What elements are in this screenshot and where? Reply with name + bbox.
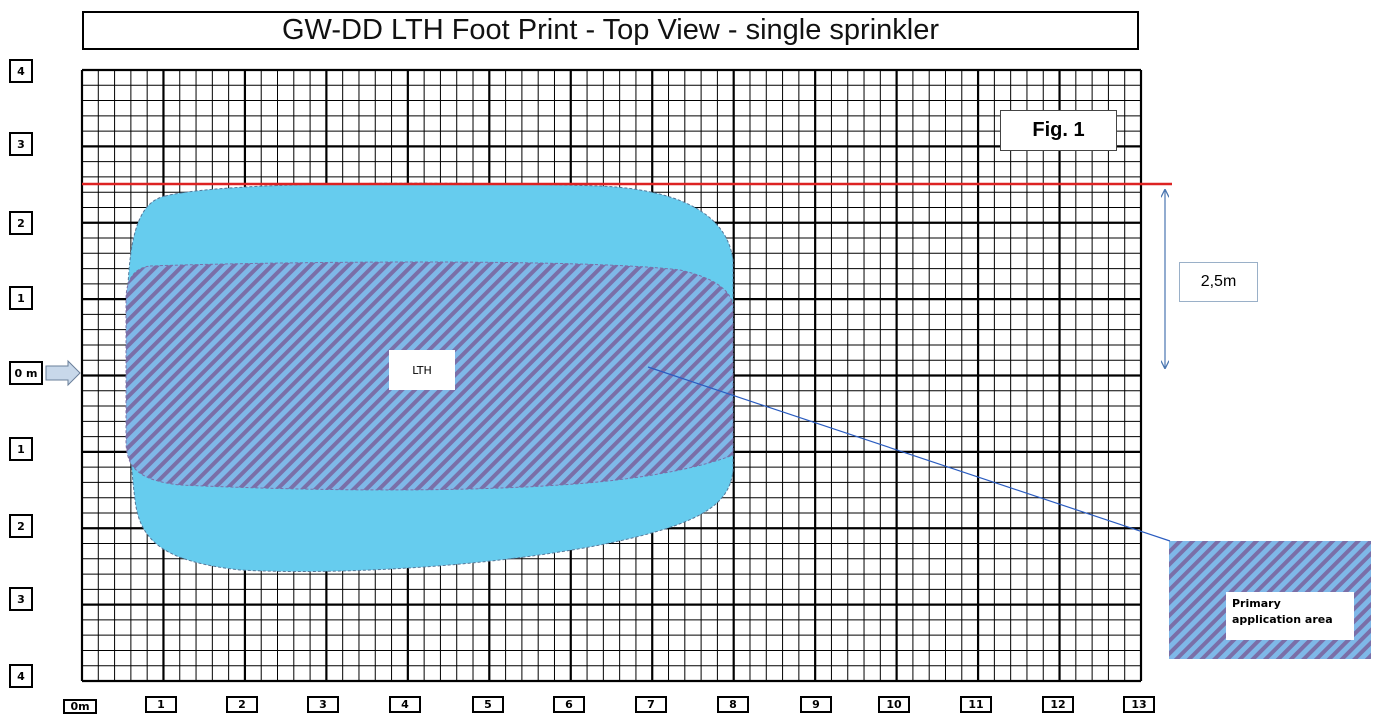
x-axis-label: 4 xyxy=(389,696,421,713)
y-axis-label: 3 xyxy=(9,587,33,611)
y-axis-label: 3 xyxy=(9,132,33,156)
legend-label: Primary application area xyxy=(1226,592,1354,640)
y-axis-label: 1 xyxy=(9,286,33,310)
figure-label: Fig. 1 xyxy=(1000,110,1117,151)
x-axis-label: 3 xyxy=(307,696,339,713)
y-axis-label: 2 xyxy=(9,211,33,235)
x-axis-label: 11 xyxy=(960,696,992,713)
y-axis-label: 4 xyxy=(9,664,33,688)
zone-label: LTH xyxy=(389,350,455,390)
y-axis-label-origin: 0 m xyxy=(9,361,43,385)
x-axis-label: 8 xyxy=(717,696,749,713)
x-axis-label: 9 xyxy=(800,696,832,713)
x-axis-label: 5 xyxy=(472,696,504,713)
y-axis-label: 4 xyxy=(9,59,33,83)
y-axis-label: 1 xyxy=(9,437,33,461)
x-axis-label: 2 xyxy=(226,696,258,713)
x-axis-label: 6 xyxy=(553,696,585,713)
origin-arrow-icon xyxy=(45,359,81,387)
legend-pointer-line xyxy=(647,366,1171,542)
diagram-title: GW-DD LTH Foot Print - Top View - single… xyxy=(82,11,1139,50)
dimension-label: 2,5m xyxy=(1179,262,1258,302)
x-axis-label: 13 xyxy=(1123,696,1155,713)
x-axis-label: 10 xyxy=(878,696,910,713)
y-axis-label: 2 xyxy=(9,514,33,538)
x-axis-label: 1 xyxy=(145,696,177,713)
x-axis-label: 7 xyxy=(635,696,667,713)
x-axis-label-origin: 0m xyxy=(63,699,97,714)
x-axis-label: 12 xyxy=(1042,696,1074,713)
